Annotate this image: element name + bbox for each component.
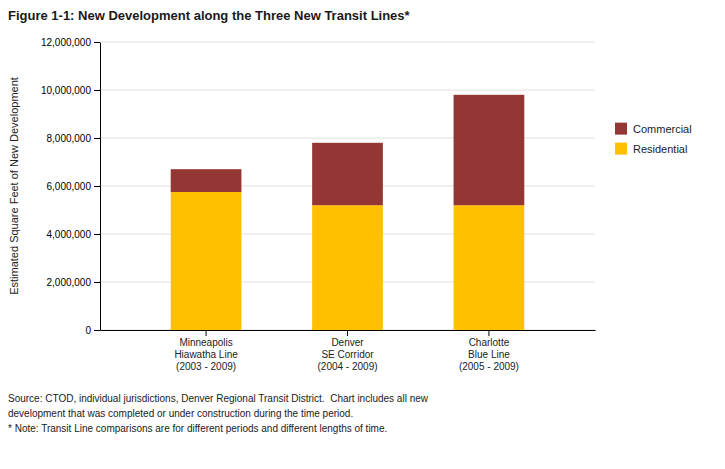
x-tick-label: MinneapolisHiawatha Line(2003 - 2009) xyxy=(174,337,238,372)
y-tick-label: 6,000,000 xyxy=(47,181,92,192)
y-tick: 4,000,000 xyxy=(47,229,101,240)
y-tick-label: 12,000,000 xyxy=(41,37,91,48)
legend-label: Commercial xyxy=(633,123,692,135)
y-tick-mark xyxy=(94,330,100,331)
y-tick-mark xyxy=(94,42,100,43)
bar xyxy=(171,169,242,192)
legend: Commercial Residential xyxy=(615,123,692,155)
y-tick-mark xyxy=(94,186,100,187)
legend-swatch xyxy=(615,143,627,155)
series xyxy=(171,192,525,330)
annotation: Source: CTOD, individual jurisdictions, … xyxy=(8,393,429,434)
legend-item: Commercial xyxy=(615,123,692,135)
y-tick-mark xyxy=(94,282,100,283)
x-tick-mark xyxy=(347,330,348,336)
grid-line xyxy=(100,42,595,43)
x-tick-mark xyxy=(488,330,489,336)
bar xyxy=(454,95,525,205)
grid xyxy=(100,42,595,330)
y-axis-title: Estimated Square Feet of New Development xyxy=(8,77,20,295)
y-axis: 0 2,000,000 4,000,000 6,000,000 8,000,000 10,… xyxy=(41,37,101,336)
grid-line xyxy=(100,90,595,91)
x-tick-label: CharlotteBlue Line(2005 - 2009) xyxy=(459,337,519,372)
y-tick-mark xyxy=(94,90,100,91)
chart: Figure 1-1: New Development along the Th… xyxy=(0,0,725,469)
legend-item: Residential xyxy=(615,143,687,155)
plot: 0 2,000,000 4,000,000 6,000,000 8,000,000 10,… xyxy=(41,37,596,372)
x-tick: DenverSE Corridor(2004 - 2009) xyxy=(317,330,377,372)
y-tick-label: 0 xyxy=(85,325,91,336)
y-tick: 8,000,000 xyxy=(47,133,101,144)
title: Figure 1-1: New Development along the Th… xyxy=(8,8,411,23)
y-tick: 6,000,000 xyxy=(47,181,101,192)
legend-label: Residential xyxy=(633,143,687,155)
y-tick: 0 xyxy=(85,325,100,336)
y-tick-label: 4,000,000 xyxy=(47,229,92,240)
bar xyxy=(454,205,525,330)
series xyxy=(171,95,525,205)
y-tick: 12,000,000 xyxy=(41,37,100,48)
x-tick-mark xyxy=(206,330,207,336)
y-tick: 2,000,000 xyxy=(47,277,101,288)
y-tick: 10,000,000 xyxy=(41,85,100,96)
y-axis-line xyxy=(100,43,101,331)
x-tick: CharlotteBlue Line(2005 - 2009) xyxy=(459,330,519,372)
y-tick-label: 2,000,000 xyxy=(47,277,92,288)
x-axis: MinneapolisHiawatha Line(2003 - 2009) Den… xyxy=(101,330,596,372)
y-tick-mark xyxy=(94,138,100,139)
y-tick-label: 8,000,000 xyxy=(47,133,92,144)
y-tick-label: 10,000,000 xyxy=(41,85,91,96)
bars xyxy=(171,95,525,330)
bar xyxy=(171,192,242,330)
y-tick-mark xyxy=(94,234,100,235)
bar xyxy=(312,205,383,330)
x-tick-label: DenverSE Corridor(2004 - 2009) xyxy=(317,337,377,372)
bar xyxy=(312,143,383,205)
x-tick: MinneapolisHiawatha Line(2003 - 2009) xyxy=(174,330,238,372)
legend-swatch xyxy=(615,123,627,135)
